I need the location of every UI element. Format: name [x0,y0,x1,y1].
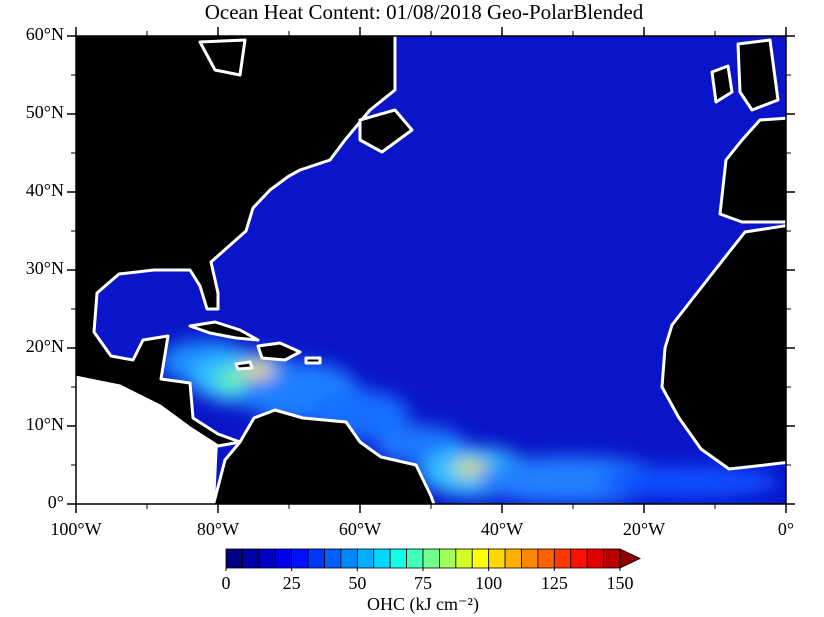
colorbar-cell [389,548,407,569]
y-tick-label: 0° [48,492,64,512]
colorbar-cell [603,548,621,569]
colorbar-cell [455,548,473,569]
colorbar-cell [324,548,342,569]
colorbar-cell [521,548,539,569]
y-tick-label: 60°N [26,24,64,44]
x-tick-label: 40°W [481,519,523,539]
land [76,36,786,504]
colorbar-cell [340,548,358,569]
y-tick-label: 30°N [26,258,64,278]
colorbar-extend [619,548,641,569]
x-tick-label: 100°W [50,519,101,539]
x-tick-label: 60°W [339,519,381,539]
colorbar-tick-label: 75 [414,573,432,593]
y-tick-label: 10°N [26,414,64,434]
colorbar-cell [553,548,572,569]
colorbar-tick-label: 50 [348,573,366,593]
coast-mask [76,372,218,504]
colorbar-tick-label: 0 [222,573,231,593]
colorbar-cell [586,548,604,569]
y-tick-label: 40°N [26,180,64,200]
colorbar-cell [225,548,243,569]
colorbar-cell [504,548,522,569]
colorbar-cell [439,548,457,569]
x-tick-label: 20°W [623,519,665,539]
colorbar-cell [307,548,325,569]
y-tick-label: 20°N [26,336,64,356]
colorbar-tick-label: 150 [607,573,634,593]
colorbar-tick-label: 100 [475,573,502,593]
map-area [76,36,786,504]
colorbar-cell [373,548,391,569]
colorbar-cell [537,548,555,569]
colorbar-cell [406,548,424,569]
colorbar-cell [291,548,309,569]
colorbar-cell [258,548,276,569]
colorbar-tick-label: 25 [283,573,301,593]
colorbar-cell [471,548,490,569]
colorbar-cell [242,548,260,569]
y-tick-label: 50°N [26,102,64,122]
colorbar-cell [570,548,588,569]
colorbar-cell [488,548,506,569]
colorbar-cell [356,548,375,569]
colorbar-tick-label: 125 [541,573,568,593]
x-tick-label: 0° [778,519,794,539]
map-title: Ocean Heat Content: 01/08/2018 Geo-Polar… [205,0,644,24]
colorbar-cell [422,548,440,569]
heat-field [160,340,780,504]
x-tick-label: 80°W [197,519,239,539]
colorbar-label: OHC (kJ cm⁻²) [367,594,479,615]
colorbar-cell [274,548,293,569]
